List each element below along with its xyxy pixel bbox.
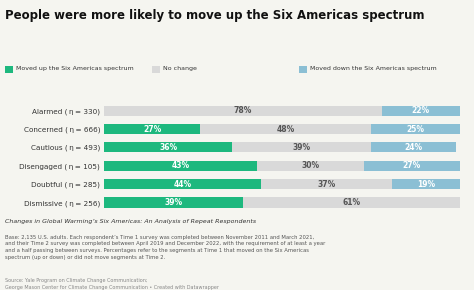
Bar bbox=[371, 124, 460, 134]
Text: Moved up the Six Americas spectrum: Moved up the Six Americas spectrum bbox=[16, 66, 134, 71]
Text: 36%: 36% bbox=[159, 143, 177, 152]
Bar bbox=[104, 124, 200, 134]
Text: 27%: 27% bbox=[143, 124, 162, 134]
Text: People were more likely to move up the Six Americas spectrum: People were more likely to move up the S… bbox=[5, 9, 424, 22]
Bar bbox=[104, 142, 232, 153]
Text: 39%: 39% bbox=[292, 143, 310, 152]
Text: Moved down the Six Americas spectrum: Moved down the Six Americas spectrum bbox=[310, 66, 437, 71]
Text: 24%: 24% bbox=[404, 143, 423, 152]
Text: Base: 2,135 U.S. adults. Each respondent’s Time 1 survey was completed between N: Base: 2,135 U.S. adults. Each respondent… bbox=[5, 235, 325, 260]
Text: 78%: 78% bbox=[234, 106, 252, 115]
Text: 27%: 27% bbox=[402, 161, 421, 170]
Bar bbox=[392, 179, 460, 189]
Text: 19%: 19% bbox=[417, 180, 435, 189]
Bar bbox=[382, 106, 460, 116]
Text: Changes in Global Warming’s Six Americas: An Analysis of Repeat Respondents: Changes in Global Warming’s Six Americas… bbox=[5, 219, 256, 224]
Text: 39%: 39% bbox=[164, 198, 182, 207]
Bar bbox=[364, 161, 460, 171]
Text: 37%: 37% bbox=[317, 180, 336, 189]
Bar bbox=[104, 179, 261, 189]
Bar bbox=[104, 161, 257, 171]
Bar bbox=[243, 197, 460, 208]
Text: 61%: 61% bbox=[342, 198, 360, 207]
Bar bbox=[261, 179, 392, 189]
Text: 43%: 43% bbox=[172, 161, 190, 170]
Text: No change: No change bbox=[163, 66, 197, 71]
Bar bbox=[371, 142, 456, 153]
Bar bbox=[104, 106, 382, 116]
Text: Source: Yale Program on Climate Change Communication;
George Mason Center for Cl: Source: Yale Program on Climate Change C… bbox=[5, 278, 219, 290]
Bar bbox=[104, 197, 243, 208]
Text: 30%: 30% bbox=[301, 161, 319, 170]
Text: 22%: 22% bbox=[411, 106, 430, 115]
Text: 48%: 48% bbox=[276, 124, 295, 134]
Text: 25%: 25% bbox=[406, 124, 424, 134]
Bar bbox=[257, 161, 364, 171]
Bar bbox=[232, 142, 371, 153]
Text: 44%: 44% bbox=[173, 180, 191, 189]
Bar bbox=[200, 124, 371, 134]
